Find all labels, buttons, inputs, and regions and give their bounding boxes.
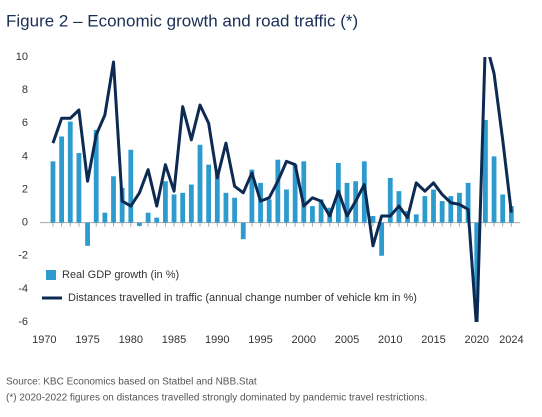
bar [483,119,488,223]
chart-title: Figure 2 – Economic growth and road traf… [6,11,358,30]
bar [439,201,445,223]
bar [500,194,506,223]
bar [145,212,151,223]
bar [284,189,289,223]
bar [240,222,246,240]
footnote: (*) 2020-2022 figures on distances trave… [6,393,427,404]
legend-label: Real GDP growth (in %) [62,269,179,281]
bar [111,176,116,223]
bar [422,196,428,223]
bar [379,222,385,256]
x-tick-label: 2005 [335,334,359,346]
bar [387,177,393,223]
y-tick-label: 2 [22,183,28,195]
bar [508,206,514,223]
bar [119,187,125,223]
bar [491,156,497,223]
bar [206,164,212,223]
x-tick-label: 1985 [162,334,186,346]
y-tick-label: -4 [18,283,28,295]
bar [163,181,168,223]
bar [370,216,376,223]
x-tick-label: 1990 [205,334,229,346]
bar [50,161,56,223]
x-tick-label: 1980 [119,334,143,346]
bar [59,136,65,223]
bar [128,149,134,223]
x-tick-label: 2010 [378,334,402,346]
y-tick-label: 8 [22,84,28,96]
bar [85,222,90,246]
bar [197,144,203,223]
y-tick-label: 10 [16,51,28,63]
bar [474,222,480,303]
y-tick-label: 6 [22,117,28,129]
x-tick-label: 2024 [499,334,523,346]
bar [310,206,315,223]
line [51,57,513,322]
bar [180,192,186,223]
x-tick-label: 2020 [465,334,489,346]
source: Source: KBC Economics based on Statbel a… [6,377,257,388]
bar [457,192,462,223]
y-tick-label: -2 [18,250,28,262]
bar [171,194,177,223]
legend-swatch [46,270,56,280]
bar [102,212,108,223]
legend-label: Distances travelled in traffic (annual c… [68,292,417,304]
bar [301,161,307,223]
y-tick-label: -6 [18,316,28,328]
bar [214,171,220,223]
bar [232,197,237,223]
bar [448,196,454,223]
bar [188,184,194,223]
bar [275,159,281,223]
bar [292,164,298,223]
x-tick-label: 1975 [75,334,99,346]
bar [266,199,272,223]
x-tick-label: 1995 [248,334,272,346]
bar [93,129,99,223]
x-tick-label: 2000 [292,334,316,346]
plot-area [50,57,514,322]
bar [154,217,160,223]
y-tick-label: 4 [22,150,28,162]
bar [249,169,255,223]
bar [137,222,142,226]
bar [431,189,436,223]
bar [318,199,324,223]
x-tick-label: 1970 [32,334,56,346]
bar [67,121,73,223]
x-tick-label: 2015 [421,334,445,346]
bar [465,182,471,223]
y-tick-label: 0 [22,217,28,229]
bar [258,182,263,223]
bar [76,153,82,223]
bar [413,214,419,223]
bar [344,182,350,223]
bar [223,192,229,223]
